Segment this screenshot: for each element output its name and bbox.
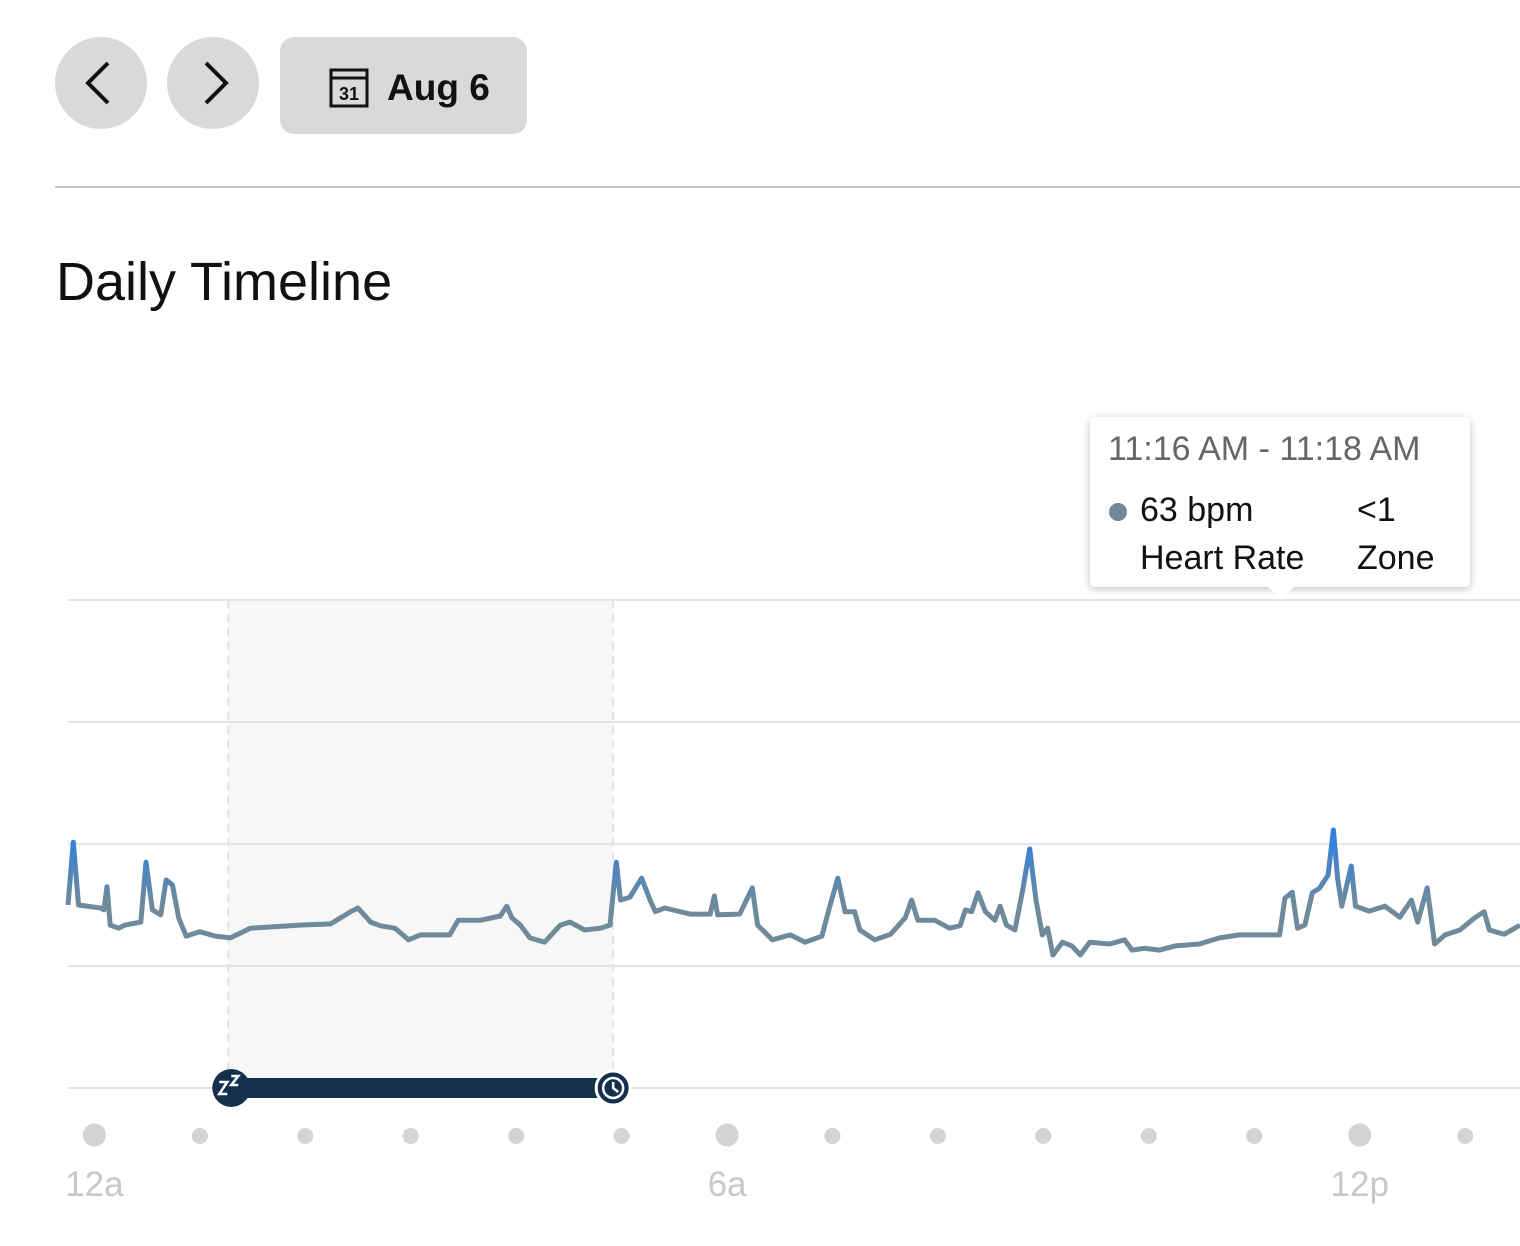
hour-dot (191, 1128, 208, 1144)
tooltip-value: 63 bpm (1140, 491, 1253, 529)
hour-dot (613, 1128, 630, 1144)
sleep-start-icon (228, 1074, 241, 1087)
x-tick-label: 6a (708, 1165, 747, 1204)
next-button[interactable] (167, 37, 259, 129)
sleep-start-icon (216, 1080, 230, 1096)
x-tick (715, 1123, 739, 1147)
section-title: Daily Timeline (56, 252, 392, 312)
x-tick (1348, 1123, 1372, 1147)
hour-dot (508, 1128, 525, 1144)
tooltip-zone-label: Zone (1357, 539, 1435, 577)
x-tick-label: 12p (1331, 1165, 1389, 1204)
hour-dot (1035, 1128, 1052, 1144)
wake-icon (611, 1082, 619, 1093)
tooltip-zone-value: <1 (1357, 491, 1396, 529)
tooltip-time: 11:16 AM - 11:18 AM (1108, 430, 1420, 468)
heart-rate-line (65, 827, 1520, 958)
calendar-day: 31 (339, 84, 359, 104)
tooltip-label: Heart Rate (1140, 539, 1304, 577)
hour-dot (402, 1128, 419, 1144)
prev-button[interactable] (55, 37, 147, 129)
hour-dot (824, 1128, 841, 1144)
date-button[interactable]: 31 Aug 6 (280, 37, 527, 134)
x-tick (82, 1123, 106, 1147)
hour-dot (1246, 1128, 1263, 1144)
chart: 12a 6a 12p (65, 599, 1520, 1204)
date-label: Aug 6 (387, 67, 490, 108)
hour-dot (297, 1128, 314, 1144)
sleep-start-icon (212, 1069, 251, 1107)
hour-dot (929, 1128, 946, 1144)
hour-dot (1140, 1128, 1157, 1144)
tooltip: 11:16 AM - 11:18 AM 63 bpm <1 Heart Rate… (1090, 417, 1470, 600)
hour-dot (1457, 1128, 1474, 1144)
wake-icon (601, 1076, 625, 1100)
x-tick-label: 12a (65, 1165, 124, 1204)
